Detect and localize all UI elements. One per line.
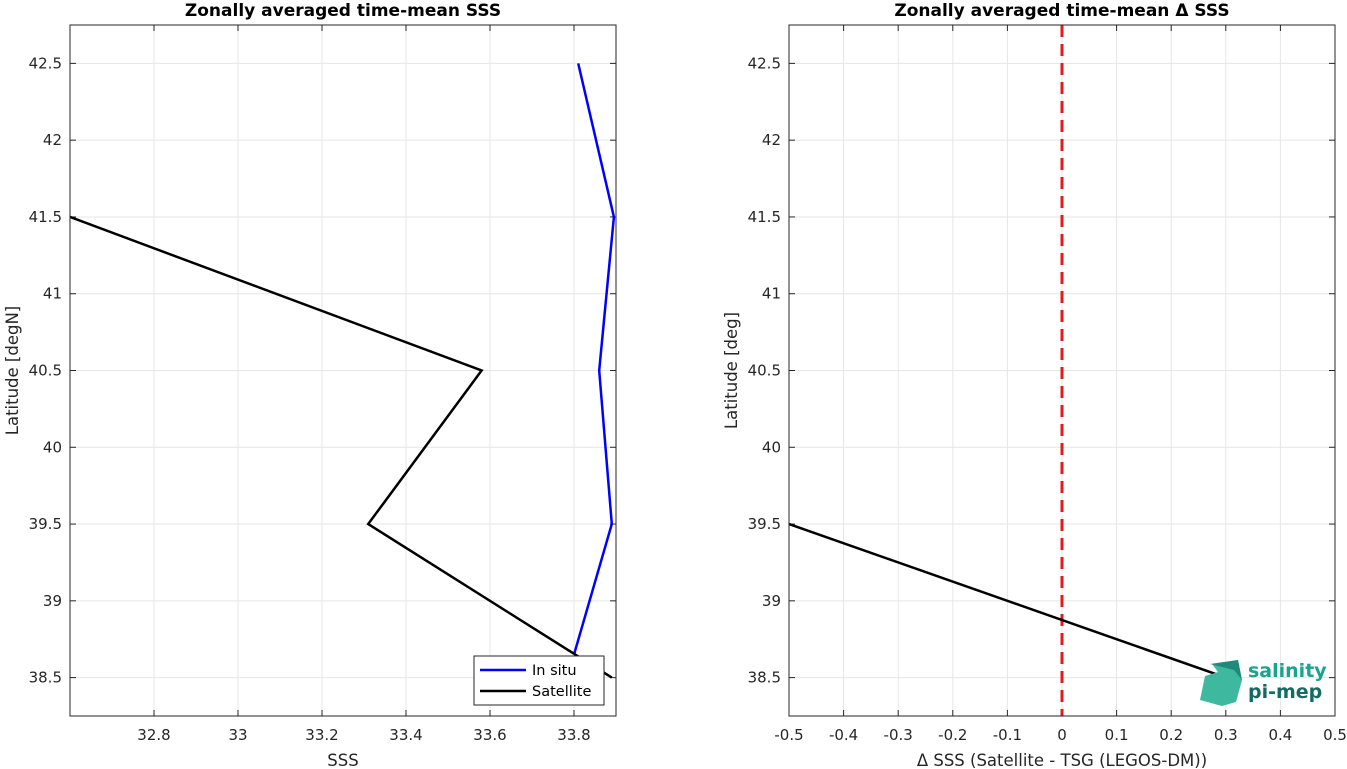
y-tick-label: 40.5 (29, 362, 62, 380)
delta-sss-panel: -0.5 -0.4 -0.3 -0.2 -0.1 0 0.1 0.2 0.3 0.4 0.5 38.5… (722, 1, 1347, 769)
x-tick-label: 0.5 (1323, 726, 1347, 744)
x-tick-label: -0.2 (938, 726, 967, 744)
logo-wave-icon (1200, 660, 1242, 706)
y-tick-label: 42.5 (748, 54, 781, 72)
y-tick-label: 40 (762, 438, 781, 456)
y-tick-label: 42 (762, 131, 781, 149)
legend-box (473, 655, 605, 706)
y-tick-label: 39.5 (29, 515, 62, 533)
salinity-pimep-logo: salinity pi-mep (1200, 660, 1327, 706)
x-tick-label: -0.5 (774, 726, 803, 744)
x-tick-label: 0.2 (1159, 726, 1183, 744)
sss-panel: 32.8 33 33.2 33.4 33.6 33.8 38.5 39 39.5 40 40.5 41… (3, 1, 617, 769)
x-axis-label: Δ SSS (Satellite - TSG (LEGOS-DM)) (917, 751, 1207, 769)
axes-frame (788, 24, 1336, 717)
y-axis-label: Latitude [deg] (722, 312, 741, 429)
y-tick-label: 39 (43, 592, 62, 610)
chart-title: Zonally averaged time-mean SSS (185, 1, 501, 21)
y-tick-label: 40 (43, 438, 62, 456)
x-tick-label: 0.1 (1105, 726, 1129, 744)
y-tick-label: 40.5 (748, 362, 781, 380)
series-line-in-situ (572, 63, 616, 655)
x-tick-label: 32.8 (137, 726, 170, 744)
y-tick-label: 39.5 (748, 515, 781, 533)
y-tick-label: 42.5 (29, 54, 62, 72)
x-tick-label: 33.2 (305, 726, 338, 744)
x-tick-label: 0.3 (1214, 726, 1238, 744)
legend-entry: In situ (532, 663, 577, 679)
x-tick-label: 33 (228, 726, 247, 744)
y-tick-label: 42 (43, 131, 62, 149)
logo-wave-shade-icon (1210, 660, 1242, 680)
axes-frame (69, 24, 617, 717)
y-tick-label: 38.5 (748, 669, 781, 687)
x-tick-label: -0.3 (884, 726, 913, 744)
y-tick-label: 41.5 (748, 208, 781, 226)
chart-title: Zonally averaged time-mean Δ SSS (894, 1, 1229, 21)
x-tick-label: -0.4 (829, 726, 858, 744)
series-line-satellite (70, 215, 613, 679)
y-tick-label: 41 (43, 285, 62, 303)
series-line-0 (789, 522, 1227, 679)
y-tick-label: 41.5 (29, 208, 62, 226)
legend-entry: Satellite (532, 684, 591, 700)
x-tick-label: 33.8 (557, 726, 590, 744)
x-tick-label: 33.6 (473, 726, 506, 744)
y-axis-label: Latitude [degN] (3, 306, 22, 435)
x-tick-label: 0.4 (1268, 726, 1292, 744)
x-tick-label: -0.1 (993, 726, 1022, 744)
y-tick-label: 38.5 (29, 669, 62, 687)
x-axis-label: SSS (327, 751, 358, 769)
y-tick-label: 41 (762, 285, 781, 303)
x-tick-label: 0 (1057, 726, 1067, 744)
x-tick-label: 33.4 (389, 726, 422, 744)
logo-line2: pi-mep (1248, 681, 1322, 703)
logo-line1: salinity (1248, 660, 1327, 682)
y-tick-label: 39 (762, 592, 781, 610)
